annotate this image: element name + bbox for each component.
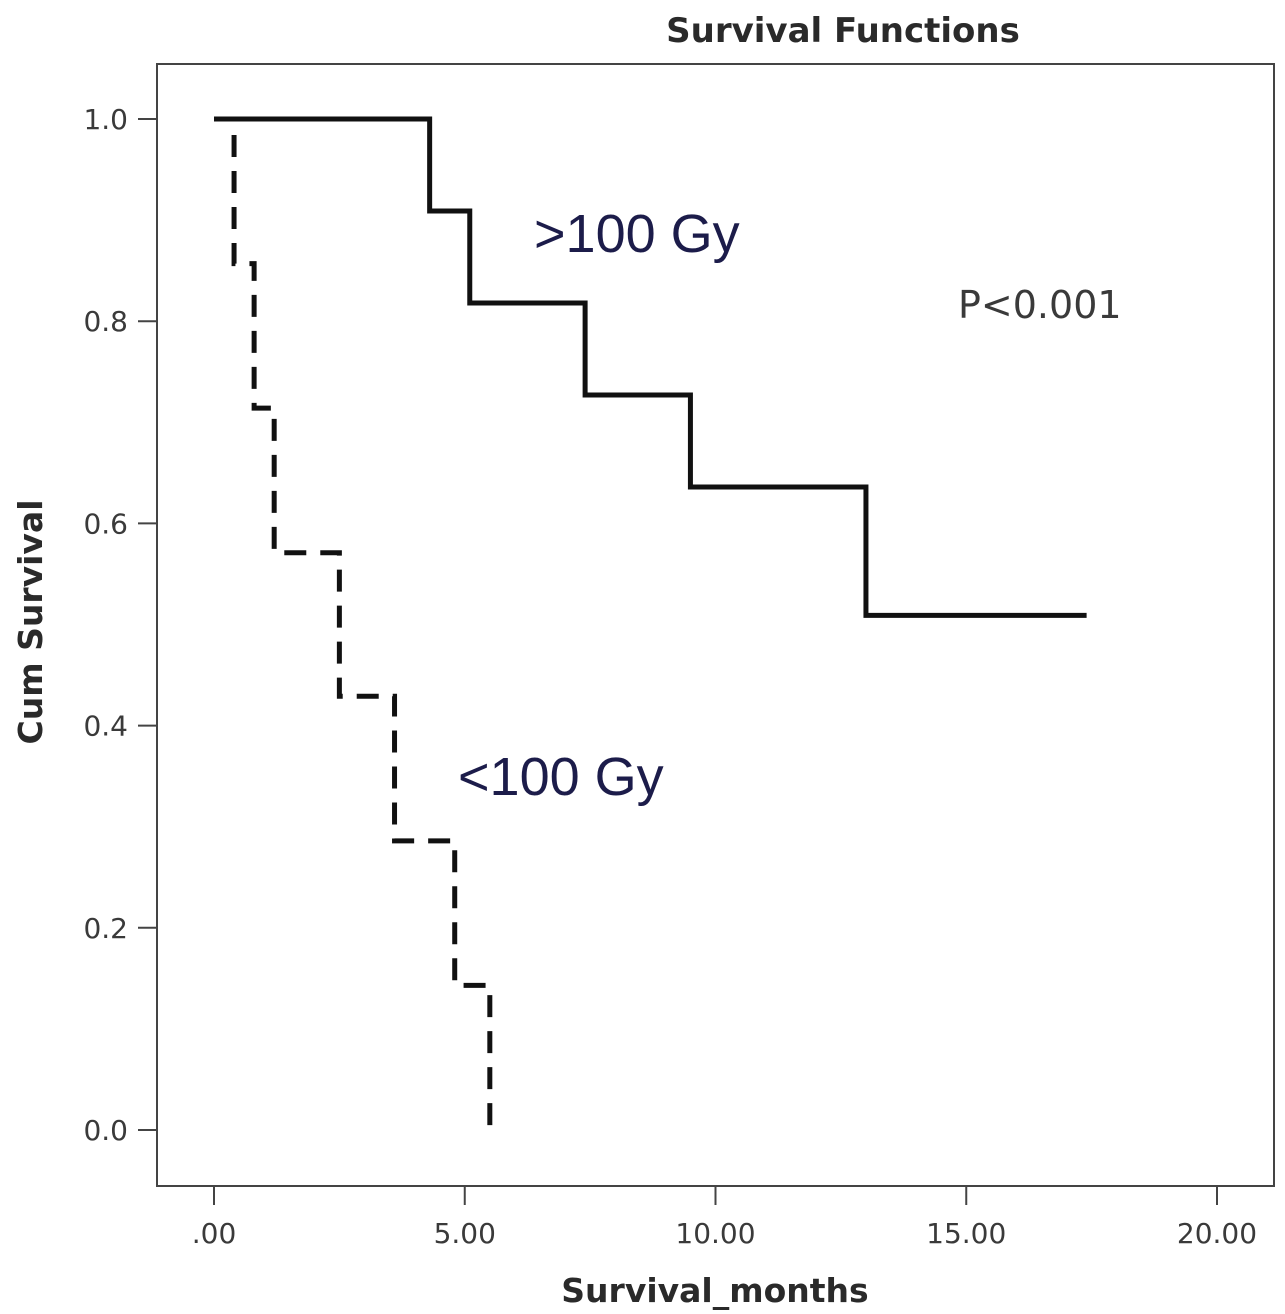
x-tick-label: 5.00: [434, 1217, 496, 1250]
series-labels: >100 Gy <100 Gy P<0.001: [458, 204, 1122, 807]
series-lines: [214, 116, 1087, 1130]
p-value-annotation: P<0.001: [958, 283, 1122, 327]
series-line-below-100-gy: [214, 116, 493, 1130]
y-axis: 0.0 0.2 0.4 0.6 0.8 1.0: [83, 103, 157, 1147]
series-line-above-100-gy: [214, 116, 1087, 618]
x-axis: .00 5.00 10.00 15.00 20.00: [192, 1186, 1257, 1250]
y-tick-label: 1.0: [83, 103, 128, 136]
x-tick-label: 15.00: [926, 1217, 1006, 1250]
x-tick-label: 20.00: [1177, 1217, 1257, 1250]
y-axis-title: Cum Survival: [11, 499, 50, 744]
y-tick-label: 0.4: [83, 710, 128, 743]
y-tick-label: 0.6: [83, 507, 128, 540]
label-above-100-gy: >100 Gy: [534, 204, 740, 264]
x-tick-label: .00: [192, 1217, 237, 1250]
y-tick-label: 0.0: [83, 1114, 128, 1147]
label-below-100-gy: <100 Gy: [458, 747, 664, 807]
chart-title: Survival Functions: [666, 11, 1020, 51]
y-tick-label: 0.8: [83, 305, 128, 338]
y-tick-label: 0.2: [83, 912, 128, 945]
x-axis-title: Survival_months: [561, 1271, 868, 1310]
x-tick-label: 10.00: [675, 1217, 755, 1250]
